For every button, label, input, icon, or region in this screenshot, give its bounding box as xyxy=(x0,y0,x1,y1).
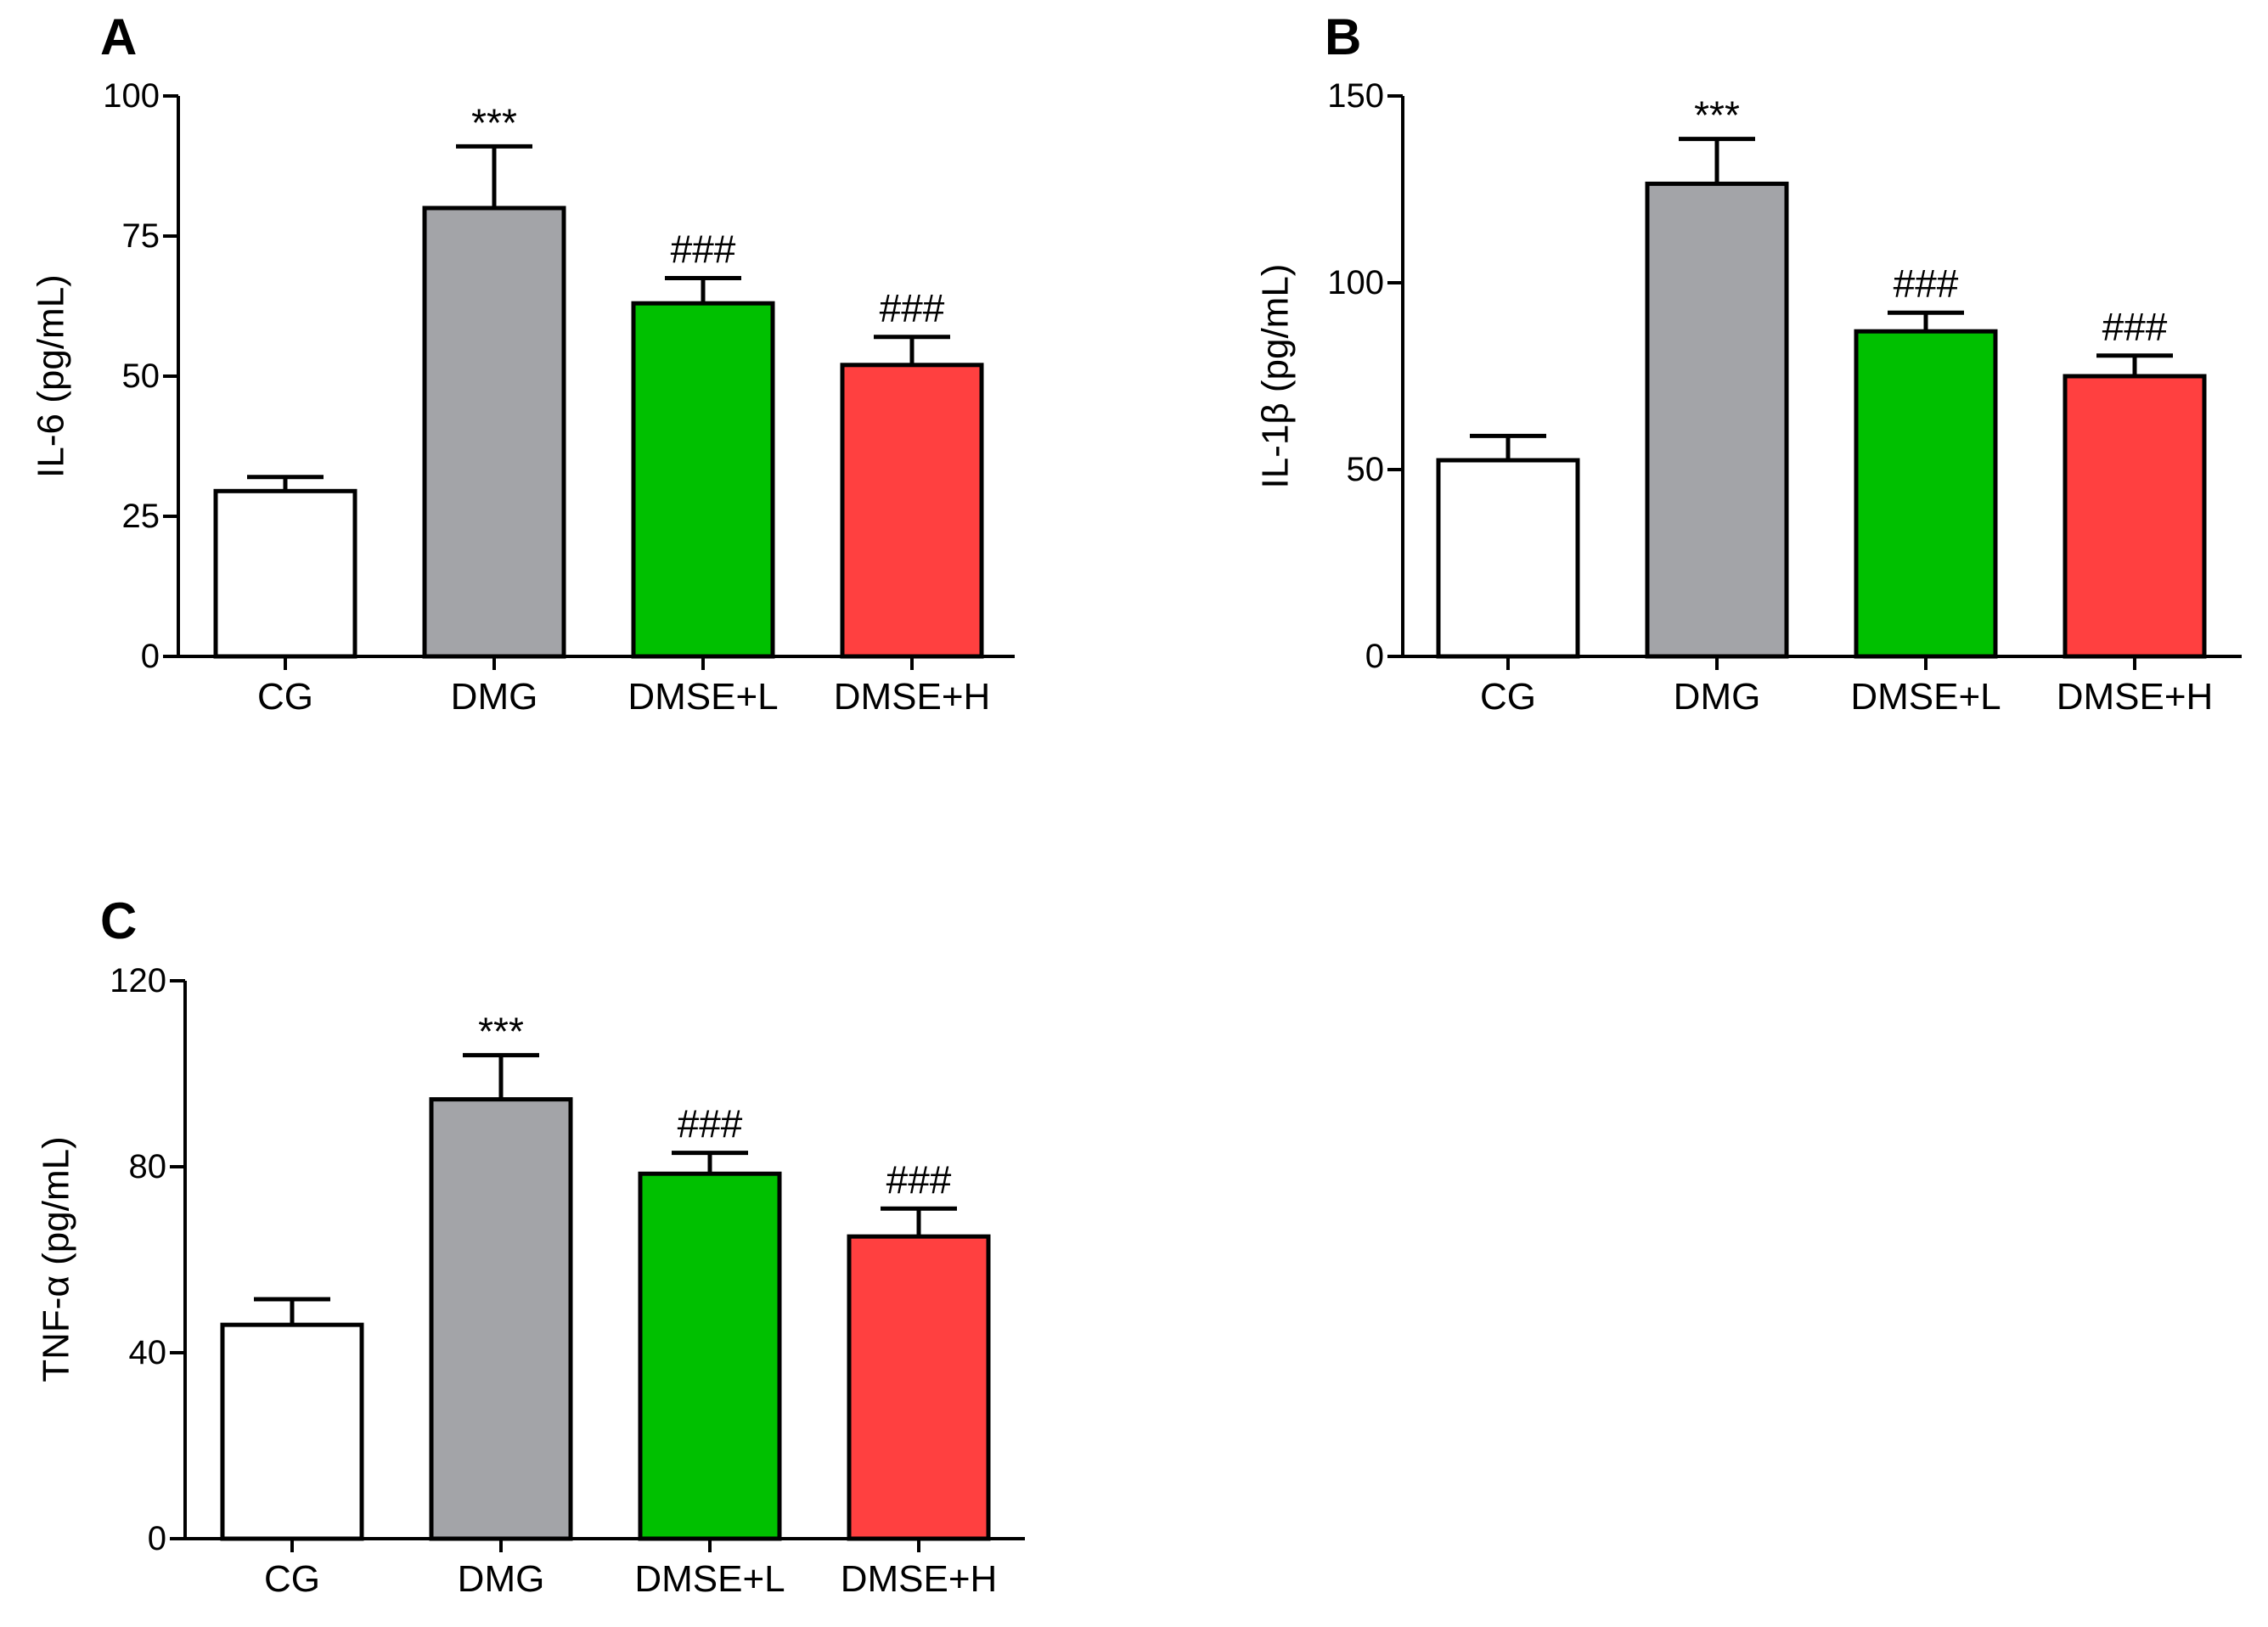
y-tick-label: 25 xyxy=(122,498,160,535)
x-tick-label: DMSE+L xyxy=(634,1558,785,1600)
significance-label: ### xyxy=(1894,262,1959,306)
x-tick-label: DMG xyxy=(1674,676,1761,718)
significance-label: ### xyxy=(880,286,945,330)
chart-panel-b: B IL-1β (pg/mL) 0 50 100 150 CG DMG *** DMSE+L ###… xyxy=(1255,8,2242,718)
y-axis-title: TNF-α (pg/mL) xyxy=(36,1136,77,1382)
x-tick-label: DMSE+H xyxy=(841,1558,998,1600)
x-tick-label: DMSE+H xyxy=(2057,676,2214,718)
x-tick-label: DMG xyxy=(451,676,538,718)
bar-dmg xyxy=(1645,181,1789,659)
bar-cg xyxy=(1436,458,1580,659)
y-tick-label: 150 xyxy=(1327,77,1384,115)
bar-dmse-h xyxy=(2063,374,2207,659)
y-axis-title: IL-6 (pg/mL) xyxy=(31,274,72,478)
y-tick-label: 50 xyxy=(1347,451,1385,488)
y-tick-label: 100 xyxy=(103,77,160,115)
y-tick-label: 75 xyxy=(122,217,160,255)
panel-letter: A xyxy=(100,8,137,65)
bar-cg xyxy=(220,1322,364,1541)
y-tick-label: 80 xyxy=(129,1148,167,1185)
significance-label: *** xyxy=(471,100,517,144)
chart-panel-a: A IL-6 (pg/mL) 0 25 50 75 100 CG DMG *** DMSE+L ###… xyxy=(31,8,1015,718)
x-tick-label: CG xyxy=(257,676,313,718)
panel-letter: B xyxy=(1325,8,1361,65)
x-tick-label: DMSE+H xyxy=(834,676,991,718)
x-tick-label: CG xyxy=(1480,676,1536,718)
x-tick-label: CG xyxy=(264,1558,320,1600)
bar-dmse-l xyxy=(638,1171,782,1541)
y-tick-label: 120 xyxy=(110,962,166,999)
significance-label: *** xyxy=(478,1010,524,1054)
bar-cg xyxy=(213,488,357,659)
y-tick-label: 0 xyxy=(148,1520,166,1557)
x-tick-label: DMSE+L xyxy=(1850,676,2001,718)
significance-label: ### xyxy=(678,1102,743,1146)
y-tick-label: 0 xyxy=(141,638,160,675)
x-tick-label: DMG xyxy=(458,1558,545,1600)
y-tick-label: 40 xyxy=(129,1334,167,1371)
significance-label: ### xyxy=(2102,305,2168,349)
y-axis-title: IL-1β (pg/mL) xyxy=(1255,264,1297,489)
significance-label: ### xyxy=(886,1157,952,1202)
bar-dmse-l xyxy=(631,301,775,659)
bar-dmg xyxy=(422,205,566,659)
significance-label: *** xyxy=(1694,93,1740,138)
bar-dmse-h xyxy=(847,1234,991,1541)
chart-panel-c: C TNF-α (pg/mL) 0 40 80 120 CG DMG *** DMSE+L ### D… xyxy=(36,892,1025,1600)
bar-dmse-h xyxy=(840,363,984,659)
bar-dmse-l xyxy=(1854,329,1998,659)
x-tick-label: DMSE+L xyxy=(627,676,778,718)
y-tick-label: 0 xyxy=(1365,638,1384,675)
y-tick-label: 50 xyxy=(122,357,160,395)
significance-label: ### xyxy=(671,228,736,272)
panel-letter: C xyxy=(100,892,137,949)
y-tick-label: 100 xyxy=(1327,264,1384,301)
bar-dmg xyxy=(429,1097,573,1541)
